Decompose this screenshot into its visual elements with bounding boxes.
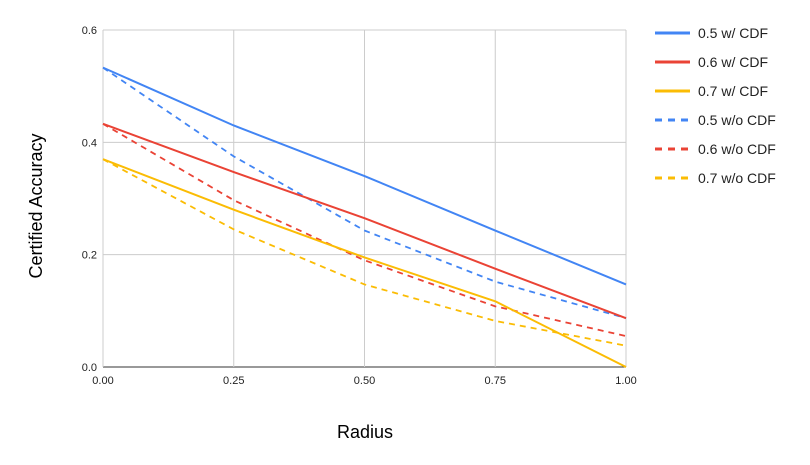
x-axis-title: Radius — [337, 422, 393, 442]
x-tick-label: 0.75 — [485, 375, 506, 387]
series-line — [102, 158, 627, 368]
y-axis-title: Certified Accuracy — [26, 133, 46, 278]
legend-label: 0.6 w/o CDF — [698, 141, 776, 157]
legend-label: 0.6 w/ CDF — [698, 54, 768, 70]
y-tick-label: 0.0 — [82, 362, 97, 374]
series-line — [102, 158, 627, 347]
x-tick-label: 0.50 — [354, 375, 375, 387]
x-tick-label: 0.25 — [223, 375, 244, 387]
tick-labels: 0.0 0.2 0.4 0.6 0.00 0.25 0.50 0.75 1.00 — [82, 25, 637, 387]
series-line — [102, 66, 627, 286]
legend-label: 0.7 w/o CDF — [698, 170, 776, 186]
series-line — [102, 123, 627, 337]
legend-label: 0.5 w/o CDF — [698, 112, 776, 128]
series-lines — [102, 66, 627, 368]
legend-label: 0.5 w/ CDF — [698, 25, 768, 41]
legend-label: 0.7 w/ CDF — [698, 83, 768, 99]
y-tick-label: 0.2 — [82, 250, 97, 262]
series-line — [102, 66, 627, 320]
x-tick-label: 1.00 — [615, 375, 636, 387]
gridlines — [102, 29, 627, 368]
y-tick-label: 0.4 — [82, 137, 97, 149]
legend: 0.5 w/ CDF 0.6 w/ CDF 0.7 w/ CDF 0.5 w/o CD… — [655, 25, 776, 186]
x-tick-label: 0.00 — [92, 375, 113, 387]
y-tick-label: 0.6 — [82, 25, 97, 37]
series-line — [102, 122, 627, 320]
